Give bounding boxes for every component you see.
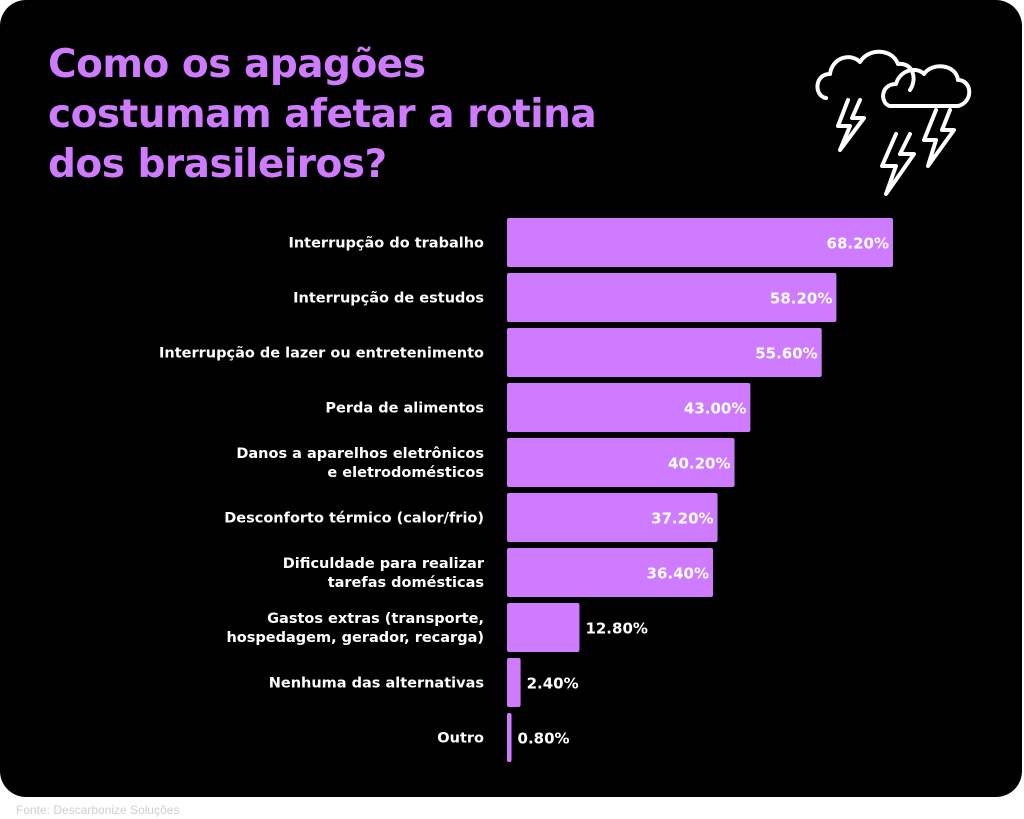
bar [507, 328, 822, 377]
bar [507, 658, 521, 707]
bar [507, 273, 837, 322]
category-label: Nenhuma das alternativas [269, 676, 484, 692]
bar [507, 603, 580, 652]
bar [507, 713, 512, 762]
category-label: Outro [437, 731, 484, 747]
bar-value-label: 55.60% [755, 345, 817, 363]
source-note: Fonte: Descarbonize Soluções [16, 803, 180, 817]
bar-value-label: 12.80% [585, 620, 647, 638]
bar-value-label: 40.20% [668, 455, 730, 473]
bar-value-label: 68.20% [827, 235, 889, 253]
category-label: Desconforto térmico (calor/frio) [224, 511, 484, 527]
category-label: Interrupção do trabalho [288, 236, 484, 252]
category-label: Perda de alimentos [325, 401, 484, 417]
thunderstorm-clouds-icon [815, 49, 972, 196]
bar-chart: 68.20% Interrupção do trabalho 58.20% Inter… [159, 218, 894, 762]
category-label: Dificuldade para realizar tarefas domésti… [283, 556, 485, 591]
category-label: Gastos extras (transporte, hospedagem, ge… [226, 611, 484, 646]
bar [507, 438, 735, 487]
bar-value-label: 2.40% [527, 675, 579, 693]
bar [507, 493, 718, 542]
bar-value-label: 58.20% [770, 290, 832, 308]
bar-value-label: 37.20% [651, 510, 713, 528]
category-label: Interrupção de estudos [293, 291, 484, 307]
category-label: Interrupção de lazer ou entretenimento [159, 346, 484, 362]
bar [507, 548, 714, 597]
category-label: Danos a aparelhos eletrônicos e eletrodom… [236, 446, 484, 481]
bar-value-label: 43.00% [684, 400, 746, 418]
bar-value-label: 36.40% [647, 565, 709, 583]
bar-value-label: 0.80% [518, 730, 570, 748]
bar [507, 383, 751, 432]
chart-title: Como os apagões costumam afetar a rotina… [48, 42, 597, 187]
bar [507, 218, 894, 267]
